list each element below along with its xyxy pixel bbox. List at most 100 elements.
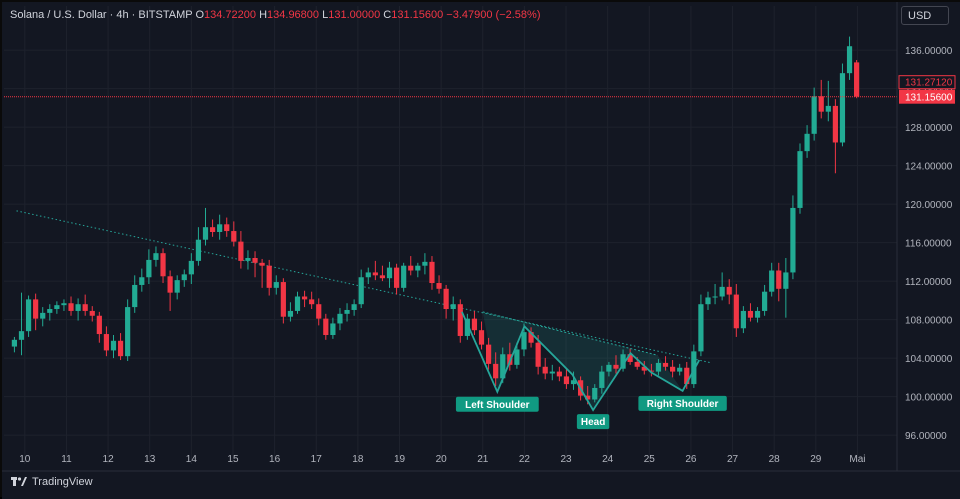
candle xyxy=(188,253,194,284)
low-key: L xyxy=(322,9,329,21)
symbol-title[interactable]: Solana / U.S. Dollar · 4h · BITSTAMP xyxy=(10,9,193,21)
price-tick-label: 108.00000 xyxy=(905,316,953,327)
candle-body xyxy=(662,362,669,367)
left-shoulder-label[interactable]: Left Shoulder xyxy=(455,396,539,412)
candle-body xyxy=(153,253,159,260)
right-shoulder-label[interactable]: Right Shoulder xyxy=(638,395,727,411)
candle xyxy=(139,268,145,292)
candle xyxy=(54,301,60,314)
candle xyxy=(804,125,810,158)
candle-body xyxy=(245,257,251,261)
candle xyxy=(528,327,534,348)
candle-body xyxy=(11,339,18,347)
open-key: O xyxy=(195,9,205,21)
candle xyxy=(478,321,485,350)
candle-body xyxy=(493,363,499,379)
price-tag-upper[interactable]: 131.27120 xyxy=(898,75,956,90)
candle xyxy=(330,317,336,339)
tradingview-logo[interactable]: TradingView xyxy=(11,476,93,488)
candle-body xyxy=(464,318,470,336)
price-tag-upper-text: 131.27120 xyxy=(905,78,953,89)
candle-body xyxy=(733,294,739,329)
candle xyxy=(457,299,463,343)
price-tick-label: 116.00000 xyxy=(905,239,952,250)
candle xyxy=(832,99,838,174)
candle xyxy=(146,249,152,284)
candle xyxy=(273,275,279,295)
candle-body xyxy=(655,362,662,372)
candle xyxy=(662,356,669,371)
pattern-outline[interactable] xyxy=(461,311,701,412)
candle-body xyxy=(684,367,690,385)
candle-body xyxy=(570,380,577,385)
candle xyxy=(125,299,131,361)
candle xyxy=(655,359,662,376)
time-tick-label: 19 xyxy=(394,454,406,465)
candle xyxy=(167,270,173,311)
candle-body xyxy=(500,354,506,379)
time-tick-label: 14 xyxy=(186,454,198,465)
candle-body xyxy=(528,332,534,343)
time-tick-label: 21 xyxy=(477,454,489,465)
candle xyxy=(825,80,831,122)
candle-body xyxy=(627,354,633,362)
candle xyxy=(818,79,824,119)
candle-body xyxy=(224,224,230,232)
time-tick-label: 13 xyxy=(144,454,156,465)
candle xyxy=(627,348,633,365)
currency-button[interactable]: USD xyxy=(901,6,949,25)
candle-body xyxy=(811,96,817,134)
candle xyxy=(776,262,782,302)
tradingview-icon xyxy=(11,477,27,486)
price-tick-label: 136.00000 xyxy=(905,46,953,57)
candle xyxy=(96,311,102,343)
candle-body xyxy=(68,303,74,311)
candle-body xyxy=(790,207,796,273)
candle xyxy=(648,363,654,377)
time-tick-label: 22 xyxy=(519,454,531,465)
candle-body xyxy=(754,310,761,318)
pattern-area xyxy=(482,311,683,411)
trendline[interactable] xyxy=(16,210,712,364)
candle-body xyxy=(132,284,138,308)
candle xyxy=(287,302,294,322)
close-key: C xyxy=(383,9,392,21)
candle-body xyxy=(266,265,272,288)
right-shoulder-label-text: Right Shoulder xyxy=(647,399,719,410)
candle-body xyxy=(287,310,294,317)
candle xyxy=(280,278,286,324)
candle xyxy=(75,298,81,321)
candle xyxy=(592,384,598,403)
candle-body xyxy=(146,259,152,278)
candle xyxy=(570,371,577,390)
candle xyxy=(839,63,846,147)
candle-body xyxy=(698,304,704,352)
grid-lines xyxy=(4,6,897,464)
candle xyxy=(641,360,647,375)
candle xyxy=(733,283,739,337)
candle xyxy=(485,337,492,370)
time-tick-label: 27 xyxy=(727,454,739,465)
head-and-shoulders-pattern[interactable] xyxy=(461,311,701,412)
candle xyxy=(231,221,237,247)
dotted-trendline[interactable] xyxy=(16,210,712,364)
last-price-tag-text: 131.15600 xyxy=(905,93,953,104)
candle-body xyxy=(585,395,591,400)
candle-body xyxy=(125,307,131,357)
candle-body xyxy=(40,312,46,319)
candle-body xyxy=(217,224,223,233)
price-axis[interactable]: 136.00000132.00000128.00000124.00000120.… xyxy=(4,2,960,499)
pattern-labels[interactable]: Left Shoulder Head Right Shoulder xyxy=(455,395,727,430)
candle-body xyxy=(401,265,407,288)
candle-body xyxy=(521,332,527,350)
candle-body xyxy=(485,344,492,364)
head-label[interactable]: Head xyxy=(576,414,610,430)
candle-body xyxy=(620,354,626,369)
candle xyxy=(209,219,216,237)
time-tick-label: 29 xyxy=(810,454,822,465)
last-price-tag[interactable]: 131.15600 xyxy=(899,89,955,104)
candle xyxy=(754,307,761,323)
